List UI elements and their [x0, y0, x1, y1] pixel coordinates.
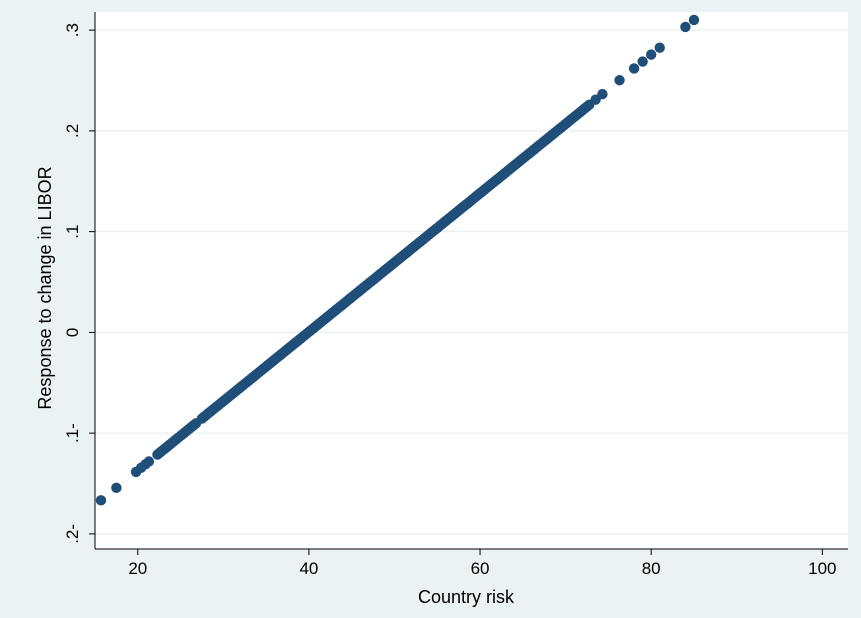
data-point [680, 21, 691, 33]
data-point [688, 14, 700, 26]
data-point [637, 56, 648, 67]
x-tick-label: 100 [808, 559, 836, 578]
y-axis-label: Response to change in LIBOR [35, 166, 55, 409]
x-tick-label: 20 [128, 559, 147, 578]
data-point [597, 88, 608, 100]
y-tick-label: .3 [63, 23, 82, 37]
data-point [111, 482, 122, 494]
y-tick-label: .1 [63, 225, 82, 239]
x-tick-label: 40 [299, 559, 318, 578]
y-tick-label: .1- [63, 423, 82, 443]
data-point [628, 63, 640, 74]
data-point [614, 75, 625, 86]
data-point [654, 42, 665, 53]
x-axis-label: Country risk [418, 587, 515, 607]
y-tick-label: .2 [63, 124, 82, 138]
data-point [95, 495, 107, 506]
x-tick-label: 60 [471, 559, 490, 578]
grid-lines [95, 29, 848, 535]
x-tick-label: 80 [642, 559, 661, 578]
axes: .2- .1- 0 .1 .2 .3 20 40 60 80 100 [63, 12, 848, 578]
plot-area [95, 12, 848, 549]
y-tick-label: 0 [63, 328, 82, 337]
data-point [143, 456, 155, 467]
y-tick-label: .2- [63, 524, 82, 544]
data-points [95, 14, 700, 506]
data-point [645, 49, 657, 60]
